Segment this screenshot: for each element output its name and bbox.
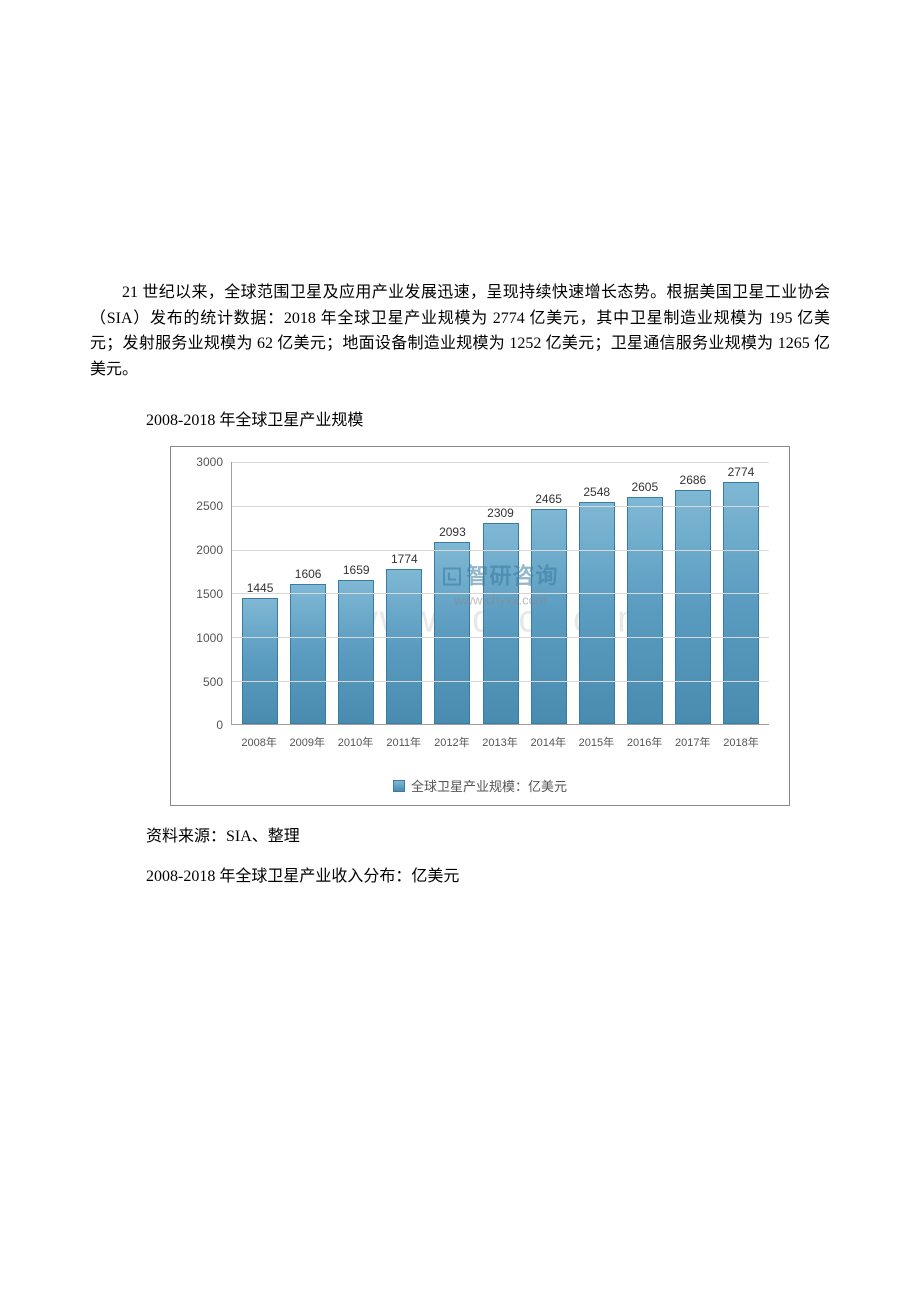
y-tick-label: 2000 [196, 543, 223, 557]
intro-paragraph: 21 世纪以来，全球范围卫星及应用产业发展迅速，呈现持续快速增长态势。根据美国卫… [90, 280, 830, 382]
bar-value-label: 2686 [680, 473, 707, 487]
x-tick-label: 2012年 [428, 734, 476, 750]
x-tick-label: 2017年 [669, 734, 717, 750]
y-tick-label: 1000 [196, 631, 223, 645]
x-tick-label: 2018年 [717, 734, 765, 750]
bar-chart: 050010001500200025003000 www.bdocx.com 1… [170, 446, 790, 806]
x-tick-label: 2010年 [331, 734, 379, 750]
source-text: 资料来源：SIA、整理 [146, 822, 830, 846]
bar-value-label: 1774 [391, 552, 418, 566]
grid-line [232, 681, 769, 682]
x-tick-label: 2014年 [524, 734, 572, 750]
grid-line [232, 550, 769, 551]
legend-label: 全球卫星产业规模：亿美元 [411, 776, 567, 795]
x-tick-label: 2013年 [476, 734, 524, 750]
grid-line [232, 462, 769, 463]
bar: 2093 [434, 542, 470, 725]
y-tick-label: 2500 [196, 499, 223, 513]
bar: 2686 [675, 490, 711, 725]
bar: 2774 [723, 482, 759, 724]
bar: 2309 [483, 523, 519, 725]
bar: 2548 [579, 502, 615, 725]
plot-area: www.bdocx.com 14451606165917742093230924… [231, 462, 769, 725]
bar-value-label: 2605 [631, 480, 658, 494]
grid-line [232, 637, 769, 638]
bar: 2605 [627, 497, 663, 725]
grid-line [232, 506, 769, 507]
y-tick-label: 0 [216, 718, 223, 732]
bar-value-label: 2465 [535, 492, 562, 506]
subtitle-2: 2008-2018 年全球卫星产业收入分布：亿美元 [146, 862, 830, 886]
x-tick-label: 2011年 [380, 734, 428, 750]
y-tick-label: 500 [203, 675, 223, 689]
grid-line [232, 593, 769, 594]
x-tick-label: 2008年 [235, 734, 283, 750]
bar: 2465 [531, 509, 567, 724]
legend-swatch [393, 780, 405, 792]
x-tick-label: 2015年 [572, 734, 620, 750]
legend: 全球卫星产业规模：亿美元 [171, 776, 789, 795]
bar-value-label: 2548 [583, 485, 610, 499]
bar: 1606 [290, 584, 326, 724]
y-tick-label: 1500 [196, 587, 223, 601]
bar-value-label: 2093 [439, 525, 466, 539]
bar-value-label: 1659 [343, 563, 370, 577]
x-tick-label: 2016年 [621, 734, 669, 750]
chart-title: 2008-2018 年全球卫星产业规模 [146, 406, 830, 430]
x-tick-label: 2009年 [283, 734, 331, 750]
bar-value-label: 2774 [728, 465, 755, 479]
x-axis: 2008年2009年2010年2011年2012年2013年2014年2015年… [231, 734, 769, 750]
bar-value-label: 1606 [295, 567, 322, 581]
bar-value-label: 2309 [487, 506, 514, 520]
y-tick-label: 3000 [196, 455, 223, 469]
y-axis: 050010001500200025003000 [171, 462, 227, 725]
bar: 1659 [338, 580, 374, 725]
bar: 1445 [242, 598, 278, 724]
